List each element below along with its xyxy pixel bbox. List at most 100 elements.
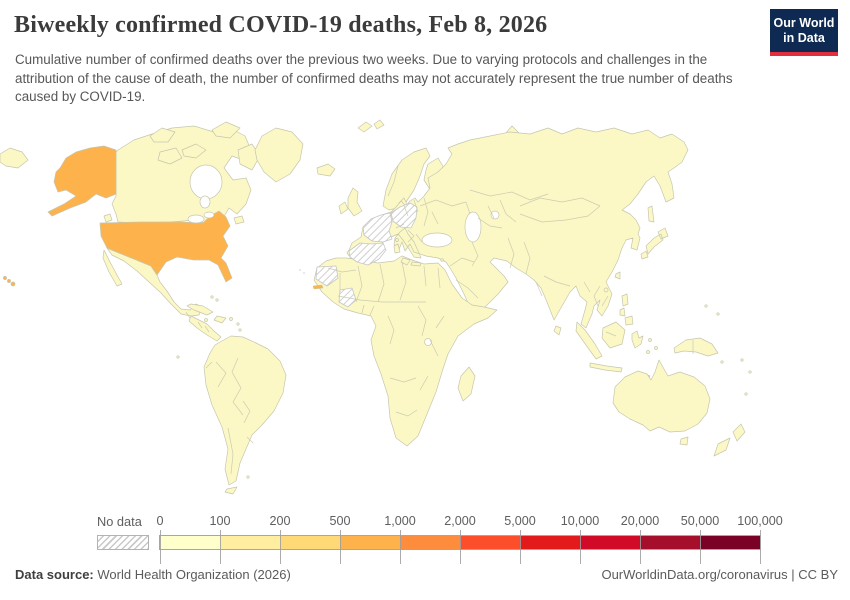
legend-bin-5[interactable]	[460, 536, 520, 549]
legend-tick-label: 1,000	[384, 514, 416, 528]
legend-tick-label: 200	[269, 514, 291, 528]
caspian-sea	[464, 211, 482, 243]
map-region-antilles-2	[238, 328, 242, 332]
map-region-antilles	[236, 322, 240, 326]
map-region-iceland	[316, 163, 336, 177]
map-region-cape-verde	[298, 268, 306, 275]
legend-bin-7[interactable]	[580, 536, 640, 549]
owid-logo-box: Our World in Data	[770, 9, 838, 52]
map-region-cuba	[186, 303, 214, 316]
map-region-japan	[640, 227, 669, 260]
map-region-taiwan	[614, 271, 621, 280]
black-sea	[421, 232, 453, 248]
map-region-moluccas-2	[654, 346, 658, 350]
aral-sea	[490, 210, 500, 220]
footer-data-source-label: Data source:	[15, 567, 94, 582]
legend-no-data-swatch[interactable]	[97, 535, 149, 550]
legend-bin-2[interactable]	[280, 536, 340, 549]
map-region-sulawesi	[631, 330, 644, 349]
great-lakes-2	[203, 211, 215, 219]
map-region-baja-california	[102, 249, 123, 287]
map-region-mediterranean-islands	[393, 243, 422, 267]
legend-tick-label: 5,000	[504, 514, 536, 528]
owid-logo[interactable]: Our World in Data	[770, 9, 838, 56]
hudson-bay	[189, 164, 223, 200]
legend-tick-label: 10,000	[560, 514, 600, 528]
legend-bin-4[interactable]	[400, 536, 460, 549]
footer-data-source: Data source: World Health Organization (…	[15, 567, 291, 582]
country-borders	[185, 165, 694, 475]
footer-license: CC BY	[798, 567, 838, 582]
footer-divider: |	[791, 567, 795, 582]
map-region-hainan	[603, 287, 609, 293]
map-region-tasmania	[679, 436, 689, 446]
legend-bin-8[interactable]	[640, 536, 700, 549]
map-region-java	[589, 362, 623, 373]
map-region-falklands	[246, 475, 250, 479]
map-region-greenland	[254, 127, 304, 183]
map-region-spain-portugal	[348, 242, 387, 266]
map-region-micronesia-2	[716, 312, 720, 316]
map-region-south-america	[203, 335, 287, 486]
footer-data-source-value: World Health Organization (2026)	[97, 567, 291, 582]
map-region-hawaii	[3, 276, 7, 280]
lake-victoria	[424, 338, 432, 346]
map-region-united-kingdom	[347, 187, 363, 217]
map-region-arctic-islands	[149, 121, 261, 171]
map-region-pacific-islands-2	[748, 370, 752, 374]
map-region-cyprus	[440, 258, 444, 262]
map-region-sakhalin	[647, 205, 655, 223]
map-region-ireland	[338, 201, 349, 215]
map-region-hawaii-3	[10, 281, 16, 287]
map-region-canada	[111, 125, 252, 224]
map-region-hawaii-2	[7, 279, 11, 283]
map-region-galapagos	[176, 355, 180, 359]
legend-bin-9[interactable]	[700, 536, 760, 549]
map-region-united-states[interactable]	[3, 145, 233, 287]
james-bay	[199, 195, 211, 209]
map-no-data-regions[interactable]	[315, 202, 418, 308]
map-region-new-guinea	[673, 337, 719, 357]
map-region-moluccas	[648, 338, 652, 342]
legend-no-data-label: No data	[97, 514, 142, 529]
legend-color-bar[interactable]	[159, 535, 761, 550]
page-title: Biweekly confirmed COVID-19 deaths, Feb …	[14, 12, 548, 38]
footer-credit-link[interactable]: OurWorldinData.org/coronavirus	[601, 567, 788, 582]
legend-tick-label: 0	[156, 514, 164, 528]
owid-logo-accent-bar	[770, 51, 838, 56]
legend-tick-label: 50,000	[680, 514, 720, 528]
legend-bin-0[interactable]	[160, 536, 220, 549]
map-inland-water	[187, 164, 500, 346]
legend-bin-1[interactable]	[220, 536, 280, 549]
map-region-philippines	[619, 293, 634, 326]
chart-subtitle: Cumulative number of confirmed deaths ov…	[15, 52, 733, 104]
map-landmasses[interactable]	[0, 119, 752, 495]
map-region-alaska	[47, 145, 117, 217]
world-map-svg[interactable]	[0, 110, 850, 510]
map-region-western-sahara	[315, 265, 339, 287]
legend-tick-label: 100	[209, 514, 231, 528]
map-region-sri-lanka	[553, 325, 562, 336]
map-region-central-america	[188, 315, 222, 342]
owid-logo-line2: in Data	[783, 30, 825, 45]
legend-bin-6[interactable]	[520, 536, 580, 549]
owid-logo-line1: Our World	[773, 16, 835, 30]
world-map[interactable]	[0, 110, 850, 510]
map-region-corsica	[395, 238, 399, 242]
legend-bin-3[interactable]	[340, 536, 400, 549]
map-region-pacific-islands-4	[720, 360, 724, 364]
map-region-puerto-rico	[229, 317, 233, 321]
map-region-hispaniola	[213, 315, 227, 324]
map-region-jamaica	[204, 318, 208, 322]
map-region-africa	[313, 255, 498, 447]
map-region-gambia[interactable]	[312, 284, 324, 290]
legend-tick-label: 100,000	[737, 514, 783, 528]
map-region-australia	[612, 359, 711, 433]
map-region-svalbard	[357, 119, 385, 133]
legend-tick-label: 500	[329, 514, 351, 528]
map-region-russia-wrap-fragment	[0, 147, 29, 169]
map-region-new-zealand	[713, 423, 746, 457]
map-region-newfoundland-vancouver	[103, 213, 245, 225]
map-region-sumatra	[575, 321, 603, 360]
